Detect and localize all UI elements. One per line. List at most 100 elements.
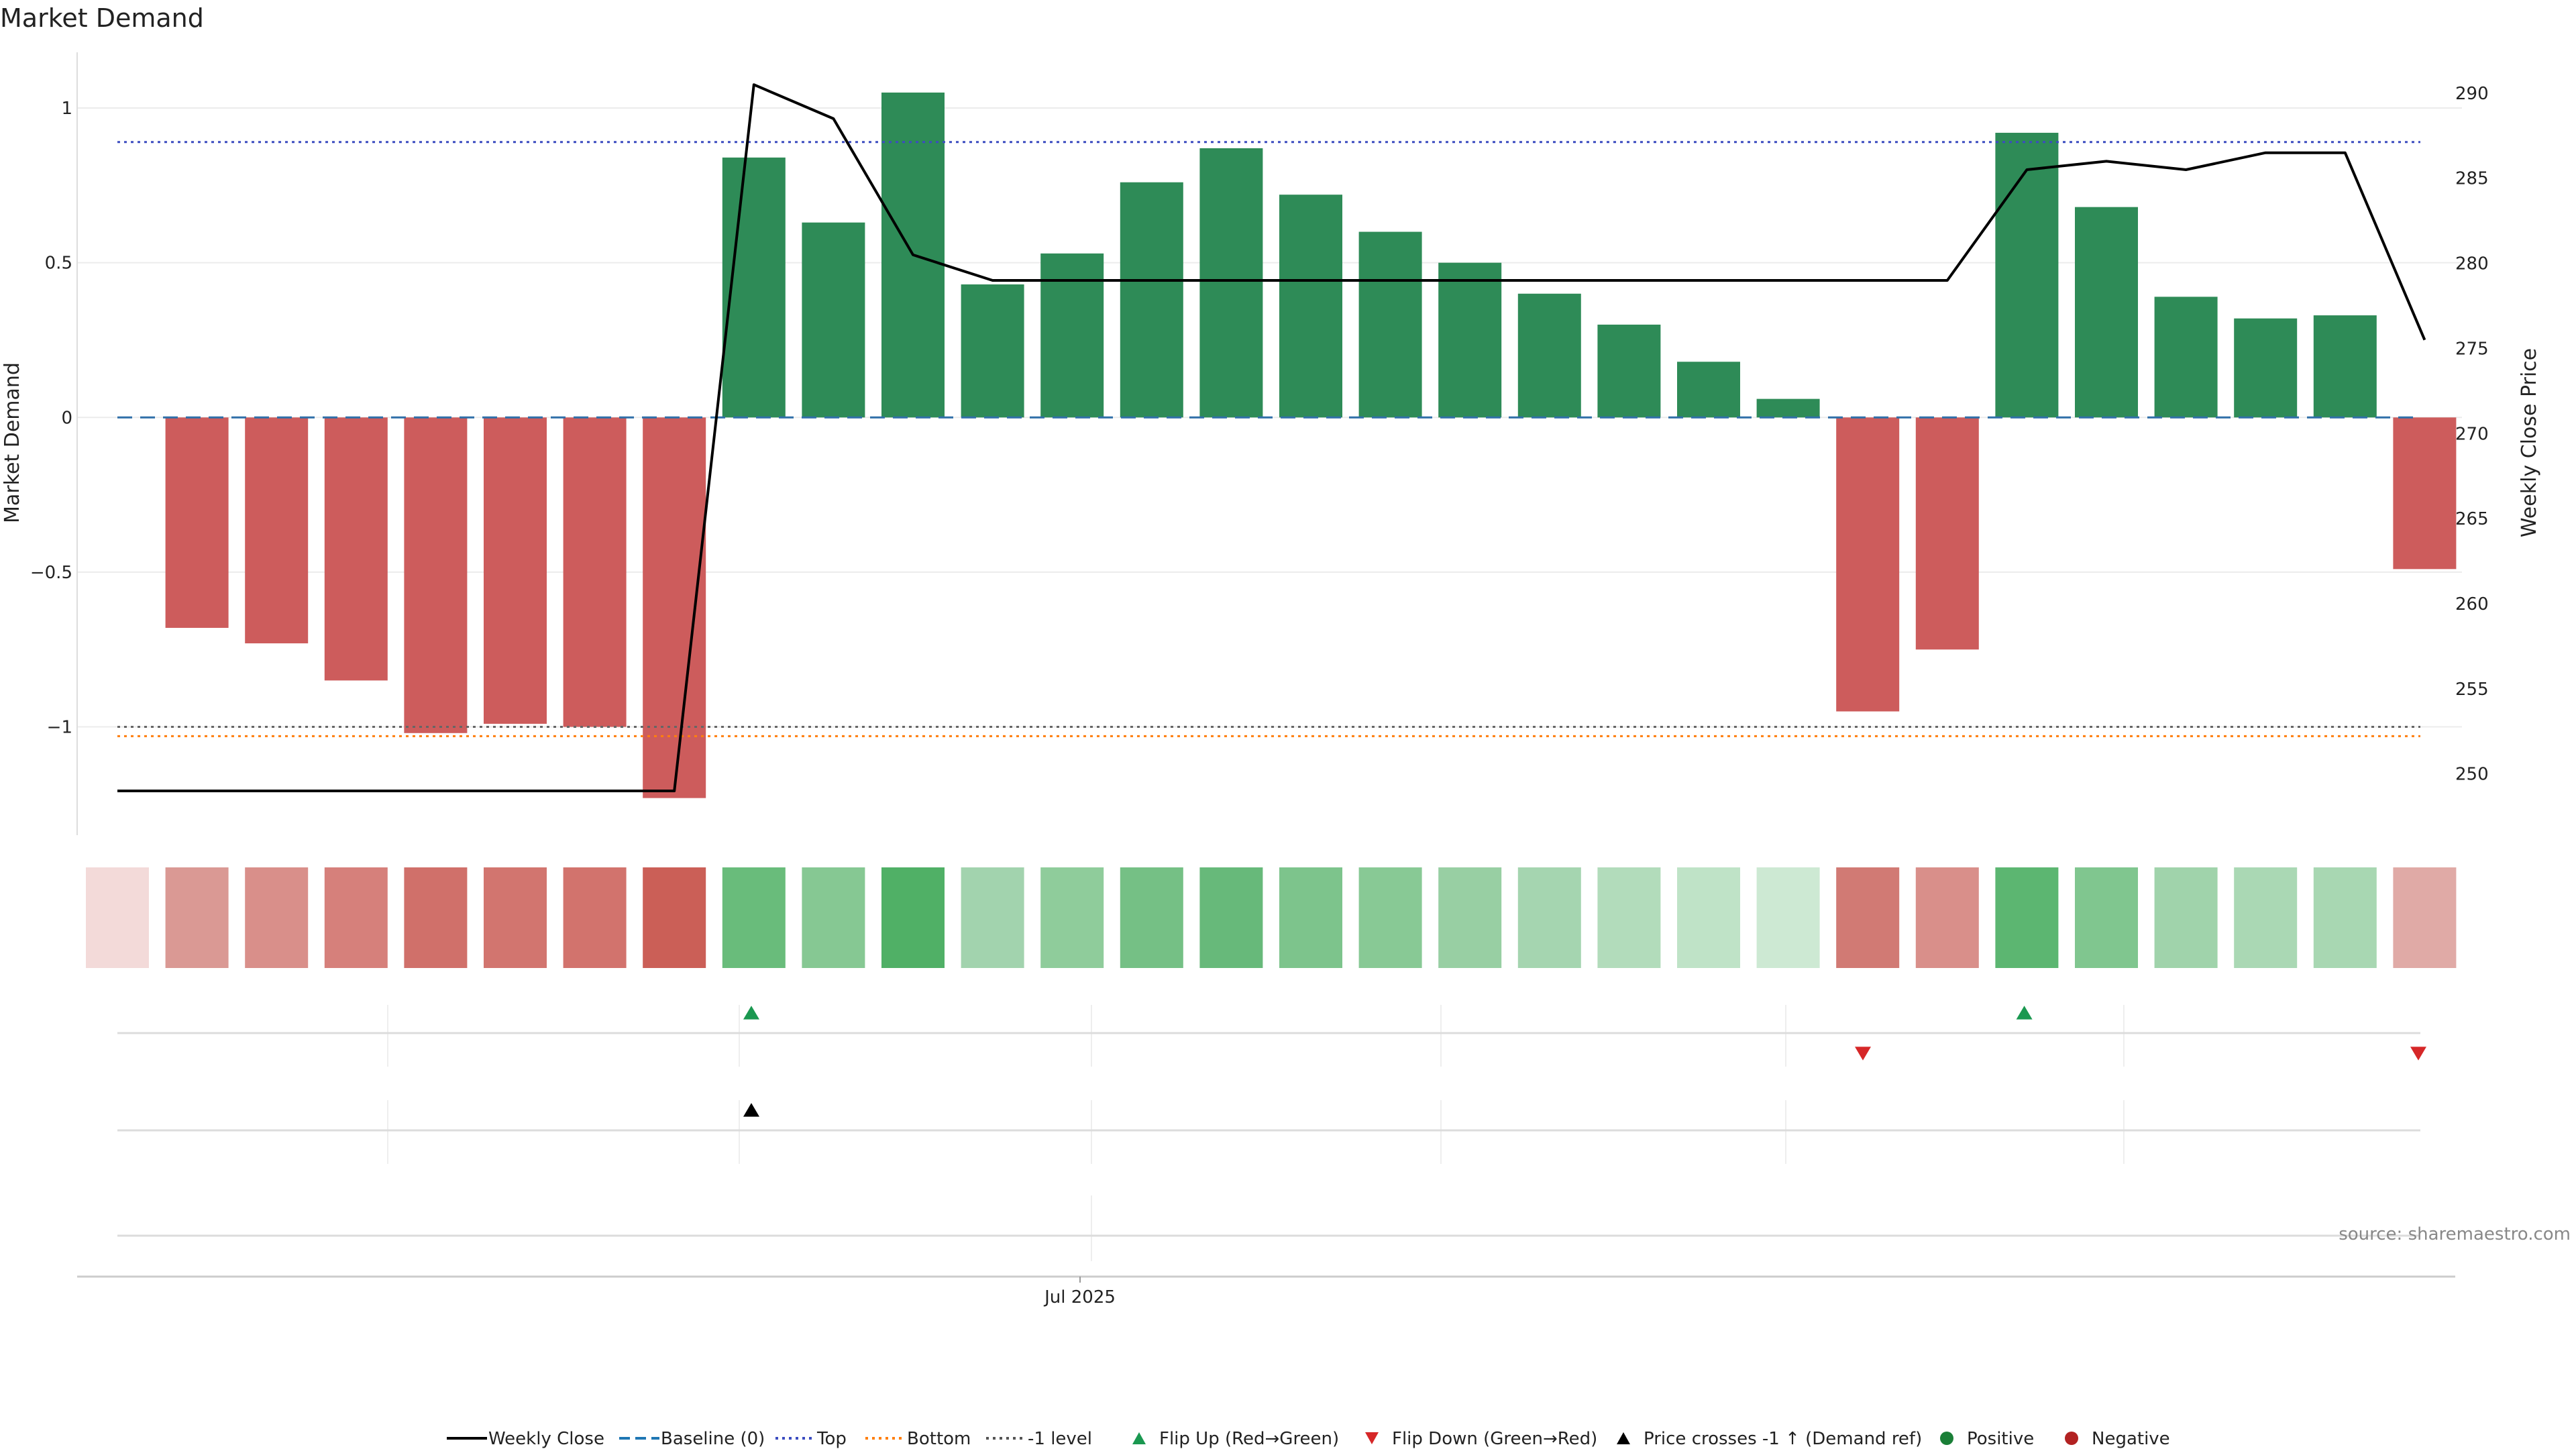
heat-cell-25 (2075, 867, 2138, 968)
reference-lines (117, 141, 2420, 737)
y-axis-left-label: Market Demand (1, 362, 24, 523)
legend-item-2: Top (775, 1429, 847, 1449)
heat-cell-29 (2393, 867, 2457, 968)
legend-swatch-6 (1365, 1432, 1379, 1444)
demand-bar-25 (2075, 207, 2138, 418)
heat-cell-20 (1677, 867, 1740, 968)
demand-bar-3 (324, 417, 388, 681)
price-cross-marker-8 (743, 1103, 759, 1117)
demand-bar-8 (722, 157, 786, 418)
heat-cell-8 (722, 867, 786, 968)
demand-bar-24 (1995, 132, 2059, 418)
heat-cell-1 (165, 867, 229, 968)
demand-bar-6 (563, 417, 627, 727)
demand-bar-26 (2154, 297, 2218, 418)
y-right-tick-label-4: 270 (2455, 424, 2489, 444)
x-tick-label: Jul 2025 (1043, 1287, 1116, 1307)
demand-bar-7 (643, 417, 706, 798)
legend-item-7: Price crosses -1 ↑ (Demand ref) (1617, 1429, 1922, 1449)
legend-label-6: Flip Down (Green→Red) (1392, 1429, 1597, 1449)
demand-bar-2 (245, 417, 309, 644)
demand-bar-13 (1120, 182, 1183, 418)
legend: Weekly Close Baseline (0) Top Bottom -1 leve… (447, 1429, 2170, 1449)
demand-bar-18 (1517, 293, 1581, 418)
y-left-tick-label-1: 0.5 (45, 254, 72, 274)
legend-label-3: Bottom (907, 1429, 971, 1449)
legend-item-1: Baseline (0) (619, 1429, 765, 1449)
y-right-tick-label-0: 290 (2455, 84, 2489, 104)
weekly-close-line (117, 83, 2426, 792)
legend-item-6: Flip Down (Green→Red) (1365, 1429, 1597, 1449)
legend-label-1: Baseline (0) (661, 1429, 765, 1449)
heat-cell-21 (1756, 867, 1820, 968)
heat-cell-14 (1199, 867, 1263, 968)
heat-cell-23 (1915, 867, 1979, 968)
heat-cell-16 (1358, 867, 1422, 968)
heat-cell-9 (802, 867, 865, 968)
heat-strip (86, 867, 2457, 968)
heat-cell-28 (2313, 867, 2377, 968)
demand-bar-12 (1040, 253, 1104, 418)
legend-item-5: Flip Up (Red→Green) (1132, 1429, 1339, 1449)
legend-label-4: -1 level (1028, 1429, 1092, 1449)
demand-bar-23 (1915, 417, 1979, 650)
legend-swatch-9 (2065, 1432, 2078, 1445)
legend-label-2: Top (816, 1429, 847, 1449)
demand-bar-19 (1597, 324, 1661, 418)
heat-cell-18 (1517, 867, 1581, 968)
demand-bar-29 (2393, 417, 2457, 570)
legend-swatch-7 (1617, 1432, 1630, 1444)
heat-cell-11 (961, 867, 1024, 968)
demand-bar-9 (802, 222, 865, 418)
y-right-tick-label-1: 285 (2455, 169, 2489, 189)
demand-bar-27 (2234, 318, 2298, 418)
demand-bar-5 (484, 417, 547, 724)
heat-cell-5 (484, 867, 547, 968)
y-right-tick-label-2: 280 (2455, 254, 2489, 274)
event-rows: Jul 2025 (77, 1005, 2455, 1307)
legend-label-0: Weekly Close (488, 1429, 604, 1449)
heat-cell-2 (245, 867, 309, 968)
flip-down-marker-29 (2410, 1046, 2426, 1061)
legend-item-8: Positive (1940, 1429, 2034, 1449)
legend-swatch-8 (1940, 1432, 1953, 1445)
demand-bar-14 (1199, 148, 1263, 418)
y-axis-right-label: Weekly Close Price (2518, 348, 2541, 537)
legend-item-0: Weekly Close (447, 1429, 604, 1449)
heat-cell-13 (1120, 867, 1183, 968)
legend-item-9: Negative (2065, 1429, 2170, 1449)
heat-cell-15 (1279, 867, 1342, 968)
weekly-close-layer (117, 83, 2426, 792)
legend-item-4: -1 level (986, 1429, 1092, 1449)
y-left-tick-label-2: 0 (61, 408, 72, 428)
heat-cell-3 (324, 867, 388, 968)
demand-bar-15 (1279, 195, 1342, 418)
flip-up-marker-24 (2016, 1006, 2033, 1020)
heat-cell-27 (2234, 867, 2298, 968)
source-note: source: sharemaestro.com (2339, 1224, 2571, 1244)
demand-bar-21 (1756, 398, 1820, 418)
heat-cell-12 (1040, 867, 1104, 968)
legend-swatch-5 (1132, 1432, 1146, 1444)
demand-bar-16 (1358, 231, 1422, 418)
demand-bar-22 (1836, 417, 1900, 712)
legend-label-8: Positive (1967, 1429, 2034, 1449)
heat-cell-26 (2154, 867, 2218, 968)
heat-cell-0 (86, 867, 149, 968)
flip-up-marker-8 (743, 1006, 759, 1020)
demand-bar-17 (1438, 262, 1502, 418)
flip-down-marker-22 (1855, 1046, 1871, 1061)
chart-title: Market Demand (0, 3, 204, 33)
y-right-tick-label-5: 265 (2455, 509, 2489, 529)
bars-layer (165, 92, 2457, 798)
legend-item-3: Bottom (865, 1429, 971, 1449)
y-left-tick-label-3: −0.5 (30, 563, 72, 583)
heat-cell-24 (1995, 867, 2059, 968)
heat-cell-4 (404, 867, 468, 968)
y-right-tick-label-7: 255 (2455, 680, 2489, 700)
heat-cell-19 (1597, 867, 1661, 968)
demand-bar-11 (961, 284, 1024, 418)
heat-cell-7 (643, 867, 706, 968)
axes-layer: 1 0.5 0 −0.5 −1 290 285 280 275 270 265 260 255 250 (30, 52, 2489, 835)
